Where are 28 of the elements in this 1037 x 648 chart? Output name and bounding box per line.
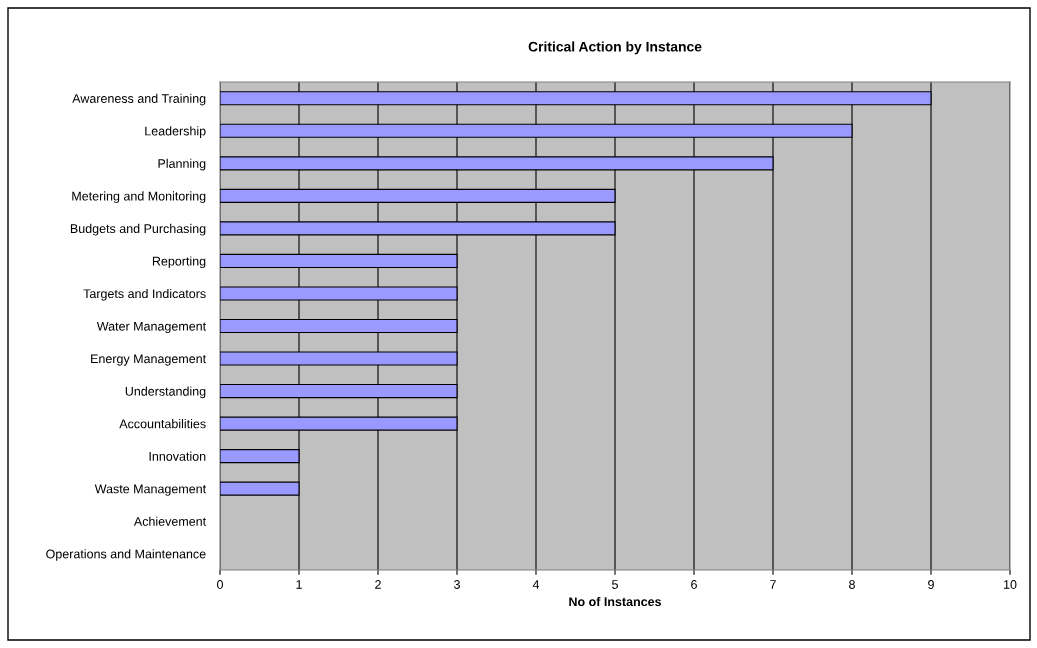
x-tick-label: 7 — [770, 580, 776, 589]
x-tick-label: 1 — [296, 580, 302, 589]
x-tick-label: 8 — [849, 580, 855, 589]
y-tick-label: Budgets and Purchasing — [70, 223, 206, 236]
y-tick-label: Leadership — [145, 126, 206, 138]
x-tick-label: 0 — [217, 580, 223, 589]
x-tick-label: 2 — [375, 580, 381, 589]
chart-title: Critical Action by Instance — [528, 41, 702, 55]
x-tick-label: 6 — [691, 580, 697, 589]
y-tick-label: Targets and Indicators — [83, 288, 206, 301]
y-tick-label: Accountabilities — [119, 419, 206, 429]
x-axis-title: No of Instances — [569, 596, 662, 607]
y-tick-label: Water Management — [96, 321, 207, 334]
y-tick-label: Achievement — [133, 516, 207, 526]
y-tick-label: Metering and Monitoring — [72, 191, 206, 203]
x-tick-label: 5 — [612, 580, 618, 589]
y-tick-label: Understanding — [125, 386, 206, 399]
y-tick-label: Waste Management — [94, 484, 207, 496]
y-tick-label: Energy Management — [91, 354, 207, 366]
y-tick-label: Awareness and Training — [72, 93, 206, 106]
y-tick-label: Operations and Maintenance — [46, 549, 206, 561]
y-tick-label: Planning — [158, 158, 206, 171]
y-tick-label: Reporting — [152, 256, 206, 269]
x-tick-label: 9 — [928, 580, 934, 589]
x-tick-label: 4 — [532, 580, 540, 589]
y-tick-label: Innovation — [149, 451, 206, 461]
x-tick-label: 3 — [454, 580, 460, 589]
x-tick-label: 10 — [1004, 580, 1017, 589]
